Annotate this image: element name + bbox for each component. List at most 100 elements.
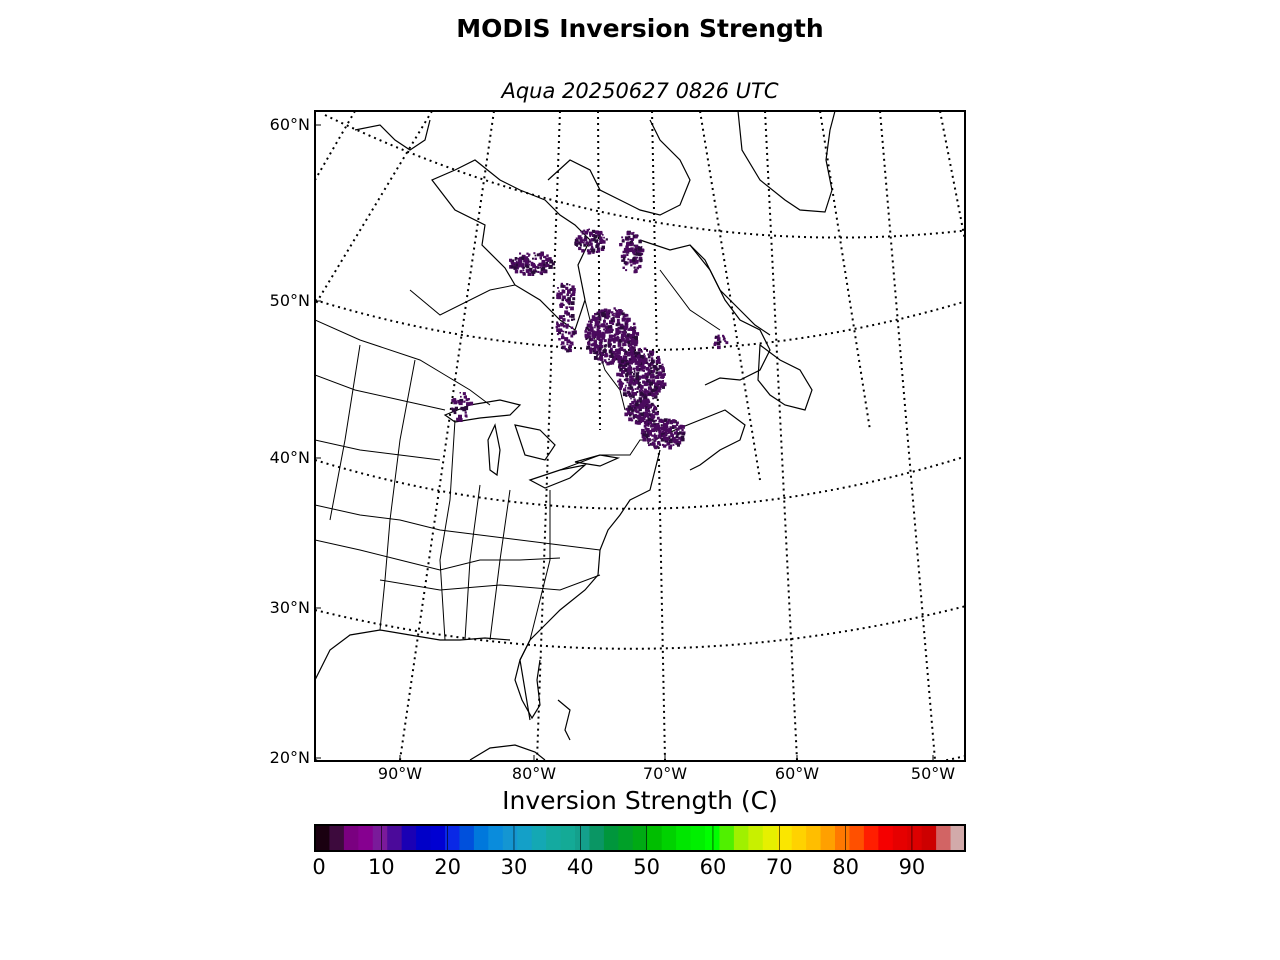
inversion-pixel [724, 340, 727, 343]
inversion-pixel [655, 419, 657, 422]
inversion-pixel [546, 259, 549, 263]
inversion-pixel [598, 332, 602, 336]
inversion-pixel [630, 341, 635, 346]
lake-michigan [487, 423, 501, 477]
inversion-pixel [636, 259, 639, 263]
inversion-pixel [584, 230, 588, 235]
inversion-pixel [518, 259, 523, 263]
inversion-pixel [609, 320, 613, 325]
inversion-pixel [556, 322, 559, 326]
colorbar-segment [863, 825, 879, 851]
inversion-pixel [632, 415, 636, 418]
inversion-pixel [622, 348, 626, 352]
inversion-pixel [645, 361, 648, 364]
inversion-pixel [565, 348, 568, 351]
colorbar-segment [315, 825, 331, 851]
inversion-pixel [631, 242, 634, 245]
inversion-pixel [653, 368, 656, 371]
inversion-pixel [536, 253, 540, 257]
inversion-pixel [621, 337, 625, 341]
inversion-pixel [620, 326, 624, 330]
inversion-pixel [632, 416, 635, 420]
inversion-pixel [523, 266, 526, 269]
inversion-pixel [651, 441, 654, 444]
colorbar-segment [806, 825, 822, 851]
inversion-pixel [629, 334, 633, 337]
colorbar-segment [372, 825, 388, 851]
inversion-pixel [589, 335, 591, 337]
inversion-pixel [557, 287, 559, 289]
inversion-pixel [642, 398, 647, 403]
inversion-pixel [658, 361, 661, 364]
inversion-pixel [542, 262, 546, 266]
inversion-pixel [590, 320, 593, 324]
inversion-pixel [636, 406, 639, 409]
inversion-pixel [681, 438, 685, 442]
inversion-pixel [588, 320, 590, 323]
inversion-pixel [629, 386, 634, 390]
colorbar-tick-label: 30 [500, 855, 528, 879]
inversion-pixel [605, 238, 608, 241]
inversion-pixel [629, 243, 631, 246]
inversion-pixel [659, 388, 662, 390]
inversion-pixel [656, 355, 660, 359]
inversion-pixel [651, 379, 656, 383]
inversion-pixel [597, 348, 600, 351]
colorbar-tick-label: 70 [765, 855, 793, 879]
inversion-pixel [601, 361, 604, 364]
inversion-pixel [636, 391, 639, 393]
inversion-pixel [652, 382, 655, 385]
inversion-pixel [649, 414, 651, 417]
inversion-pixel [526, 252, 529, 255]
inversion-pixel [605, 311, 609, 316]
lon-line-75 [597, 111, 601, 431]
inversion-pixel [652, 420, 656, 423]
inversion-pixel [630, 382, 633, 385]
inversion-pixel [632, 381, 636, 386]
inversion-pixel [514, 257, 518, 260]
lon-label-50w: 50°W [910, 764, 956, 783]
inversion-pixel [625, 377, 628, 380]
inversion-pixel [648, 355, 651, 359]
inversion-pixel [569, 294, 573, 298]
inversion-pixel [599, 343, 603, 347]
inversion-pixel [638, 389, 642, 393]
inversion-pixel [655, 365, 658, 368]
inversion-pixel [650, 353, 653, 357]
colorbar-segment [445, 825, 461, 851]
inversion-pixel [618, 339, 623, 343]
inversion-pixel [572, 297, 576, 301]
inversion-pixel [651, 443, 654, 446]
inversion-pixel [611, 350, 616, 355]
inversion-pixel [655, 387, 659, 392]
inversion-pixel [613, 333, 617, 337]
inversion-pixel [622, 344, 624, 347]
colorbar-segment [575, 825, 591, 851]
colorbar-segment [791, 825, 807, 851]
inversion-pixel [604, 330, 609, 334]
inversion-pixel [519, 252, 522, 255]
inversion-pixel [653, 435, 657, 439]
inversion-pixel [650, 362, 654, 366]
inversion-pixel [647, 442, 650, 444]
inversion-pixel [596, 247, 599, 250]
inversion-pixel [648, 431, 652, 436]
inversion-pixel [668, 435, 671, 438]
inversion-pixel [616, 372, 620, 377]
inversion-pixel [605, 314, 608, 317]
inversion-pixel [618, 332, 621, 334]
inversion-pixel [680, 435, 685, 440]
inversion-pixel [676, 432, 680, 436]
colorbar-segment [618, 825, 634, 851]
lat-line-40 [315, 455, 965, 510]
inversion-pixel [663, 428, 666, 431]
inversion-pixel [623, 358, 628, 363]
inversion-pixel [644, 388, 647, 391]
inversion-pixel [596, 354, 598, 357]
inversion-pixel [529, 267, 533, 272]
inversion-pixel [632, 322, 636, 326]
inversion-pixel [571, 318, 574, 321]
inversion-pixel [638, 405, 642, 409]
inversion-pixel [629, 414, 632, 417]
inversion-pixel [536, 266, 540, 269]
